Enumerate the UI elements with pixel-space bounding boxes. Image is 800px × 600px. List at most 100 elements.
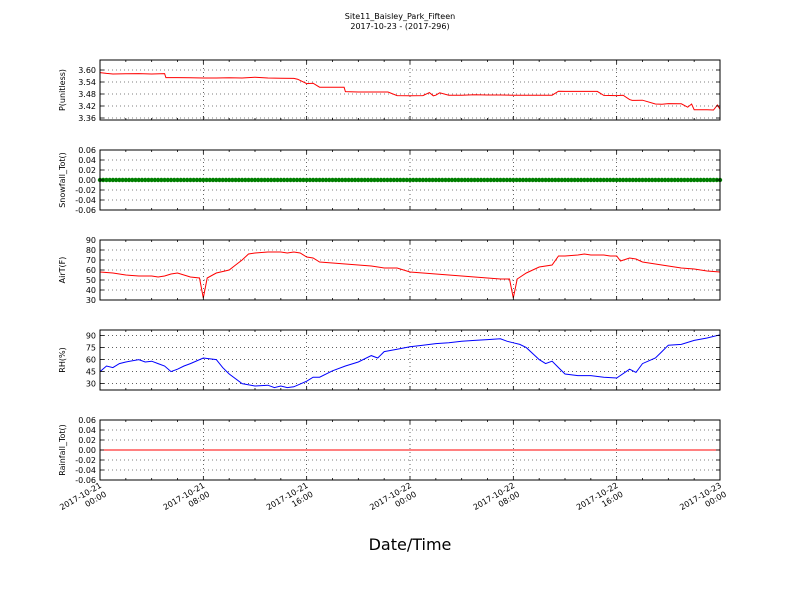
y-tick-label: 40	[86, 286, 96, 295]
y-axis-label: Rainfall_Tot()	[58, 424, 67, 476]
data-point	[443, 177, 448, 183]
data-point	[588, 177, 594, 183]
data-point	[278, 177, 284, 183]
data-point	[172, 177, 177, 183]
data-point	[113, 177, 119, 183]
chart-title: Site11_Baisley_Park_Fifteen	[344, 12, 456, 21]
data-point	[236, 177, 242, 183]
data-point	[226, 177, 232, 183]
data-point	[656, 177, 661, 183]
data-point	[291, 177, 296, 183]
y-tick-label: 80	[86, 246, 96, 255]
data-point	[298, 177, 303, 183]
data-point	[294, 177, 300, 183]
data-point	[210, 177, 216, 183]
data-point	[446, 177, 451, 183]
data-point	[617, 177, 623, 183]
y-tick-label: 75	[86, 344, 96, 353]
data-point	[256, 177, 261, 183]
data-point	[155, 177, 161, 183]
panel-1: 3.60 3.54 3.48 3.42 3.36 P(unitless)	[58, 59, 721, 123]
data-point	[653, 177, 658, 183]
data-point	[624, 177, 629, 183]
data-point	[175, 177, 180, 183]
y-tick-label: 0.02	[78, 166, 96, 175]
data-point	[640, 177, 645, 183]
y-tick-label: 50	[86, 276, 96, 285]
data-point	[672, 177, 677, 183]
data-point	[239, 177, 245, 183]
y-tick-label: 3.54	[78, 78, 96, 87]
data-point	[381, 177, 387, 183]
data-point	[507, 177, 513, 183]
y-tick-label: 70	[86, 256, 96, 265]
data-point	[666, 177, 671, 183]
panel-4: 90 75 60 45 30 RH(%)	[58, 329, 721, 391]
y-tick-label: 0.04	[78, 426, 96, 435]
data-point	[230, 177, 235, 183]
data-point	[585, 177, 590, 183]
data-point	[704, 177, 710, 183]
y-axis-label: AirT(F)	[58, 257, 67, 284]
data-point	[546, 177, 552, 183]
data-point	[675, 177, 681, 183]
y-tick-label: -0.02	[75, 456, 96, 465]
data-point	[146, 177, 151, 183]
y-tick-label: 0.00	[78, 176, 96, 185]
y-tick-label: 30	[86, 380, 96, 389]
data-point	[540, 177, 545, 183]
panel-2: 0.060.040.020.00-0.02-0.04-0.06 Snowfall_…	[58, 146, 723, 215]
data-point	[349, 177, 355, 183]
data-point	[614, 177, 619, 183]
data-point	[604, 177, 610, 183]
y-tick-label: 0.00	[78, 446, 96, 455]
data-point	[359, 177, 364, 183]
data-point	[543, 177, 548, 183]
data-point	[449, 177, 455, 183]
y-tick-label: 0.06	[78, 146, 96, 155]
data-point	[233, 177, 238, 183]
data-point	[427, 177, 432, 183]
data-point	[136, 177, 141, 183]
data-point	[491, 177, 497, 183]
data-point	[385, 177, 390, 183]
data-point	[262, 177, 267, 183]
data-point	[110, 177, 116, 183]
data-point	[104, 177, 109, 183]
data-point	[430, 177, 435, 183]
y-axis-label: RH(%)	[58, 347, 67, 372]
data-point	[433, 177, 439, 183]
data-point	[511, 177, 516, 183]
data-point	[191, 177, 196, 183]
data-point	[475, 177, 481, 183]
y-tick-label: 30	[86, 296, 96, 305]
data-point	[469, 177, 474, 183]
data-point	[524, 177, 529, 183]
data-point	[494, 177, 500, 183]
y-tick-label: 3.48	[78, 90, 96, 99]
y-tick-label: 3.60	[78, 66, 96, 75]
data-point	[514, 177, 519, 183]
data-point	[391, 177, 397, 183]
data-point	[404, 177, 409, 183]
data-point	[627, 177, 632, 183]
y-tick-label: 90	[86, 236, 96, 245]
data-point	[482, 177, 487, 183]
data-point	[107, 177, 112, 183]
data-point	[217, 177, 222, 183]
y-axis-label: Snowfall_Tot()	[58, 152, 67, 208]
data-point	[197, 177, 203, 183]
data-point	[414, 177, 419, 183]
data-point	[388, 177, 393, 183]
data-point	[268, 177, 274, 183]
data-point	[688, 177, 694, 183]
panels-group: 3.603.543.483.423.36P(unitless)0.060.040…	[58, 59, 723, 485]
data-point	[620, 177, 626, 183]
y-tick-label: 45	[86, 368, 96, 377]
data-point	[346, 177, 351, 183]
data-point	[123, 177, 129, 183]
data-point	[536, 177, 542, 183]
data-point	[323, 177, 329, 183]
data-point	[572, 177, 577, 183]
